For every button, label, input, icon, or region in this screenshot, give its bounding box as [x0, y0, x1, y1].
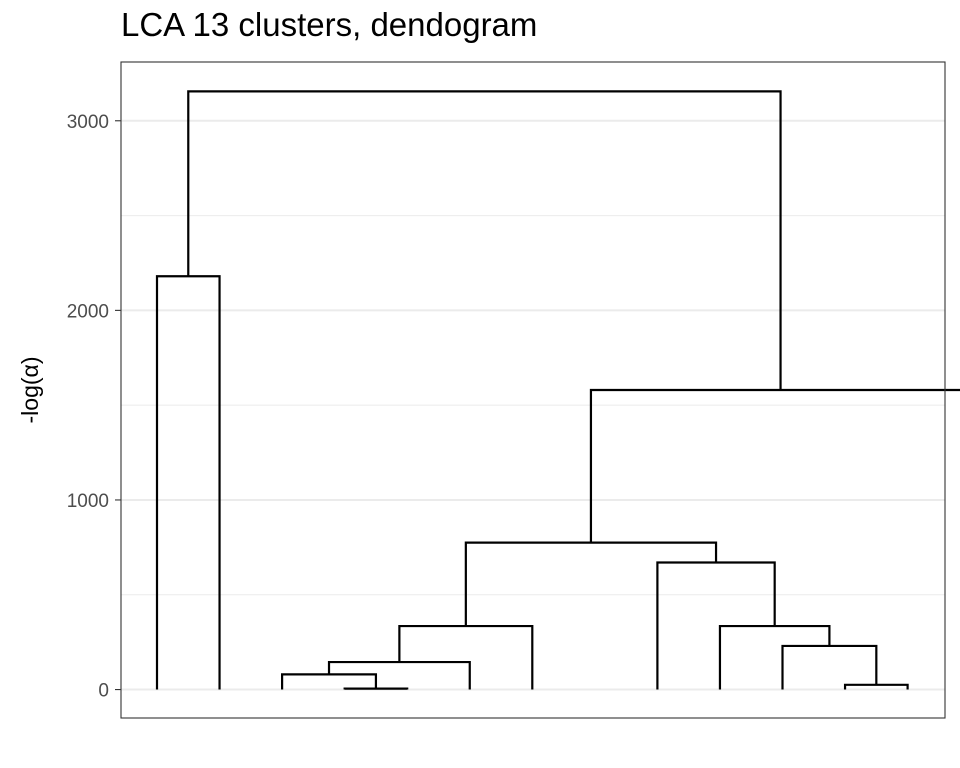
dendrogram-merge-0	[155, 275, 221, 690]
dendrogram-merge-2	[281, 673, 378, 690]
dendrogram-merge-11	[187, 90, 782, 390]
dendrogram-merge-9	[464, 541, 718, 627]
dendrogram-branches	[155, 90, 960, 690]
dendrogram-merge-7	[718, 624, 831, 690]
dendrogram-merge-4	[398, 624, 534, 690]
y-tick-label-2: 2000	[67, 301, 109, 322]
dendrogram-merge-6	[781, 644, 878, 690]
dendrogram-merge-1	[343, 687, 409, 690]
y-tick-label-3: 3000	[67, 112, 109, 133]
y-axis: 0 1000 2000 3000	[67, 112, 121, 702]
y-axis-title: -log(α)	[17, 357, 43, 424]
chart-title: LCA 13 clusters, dendogram	[121, 6, 538, 43]
panel-border	[120, 61, 946, 719]
dendrogram-merge-8	[656, 561, 776, 690]
dendrogram-merge-10	[589, 388, 960, 543]
y-tick-label-1: 1000	[67, 491, 109, 512]
dendrogram-merge-5	[843, 683, 909, 690]
y-tick-label-0: 0	[98, 681, 109, 702]
grid-lines	[121, 119, 945, 691]
dendrogram-merge-3	[327, 660, 471, 690]
